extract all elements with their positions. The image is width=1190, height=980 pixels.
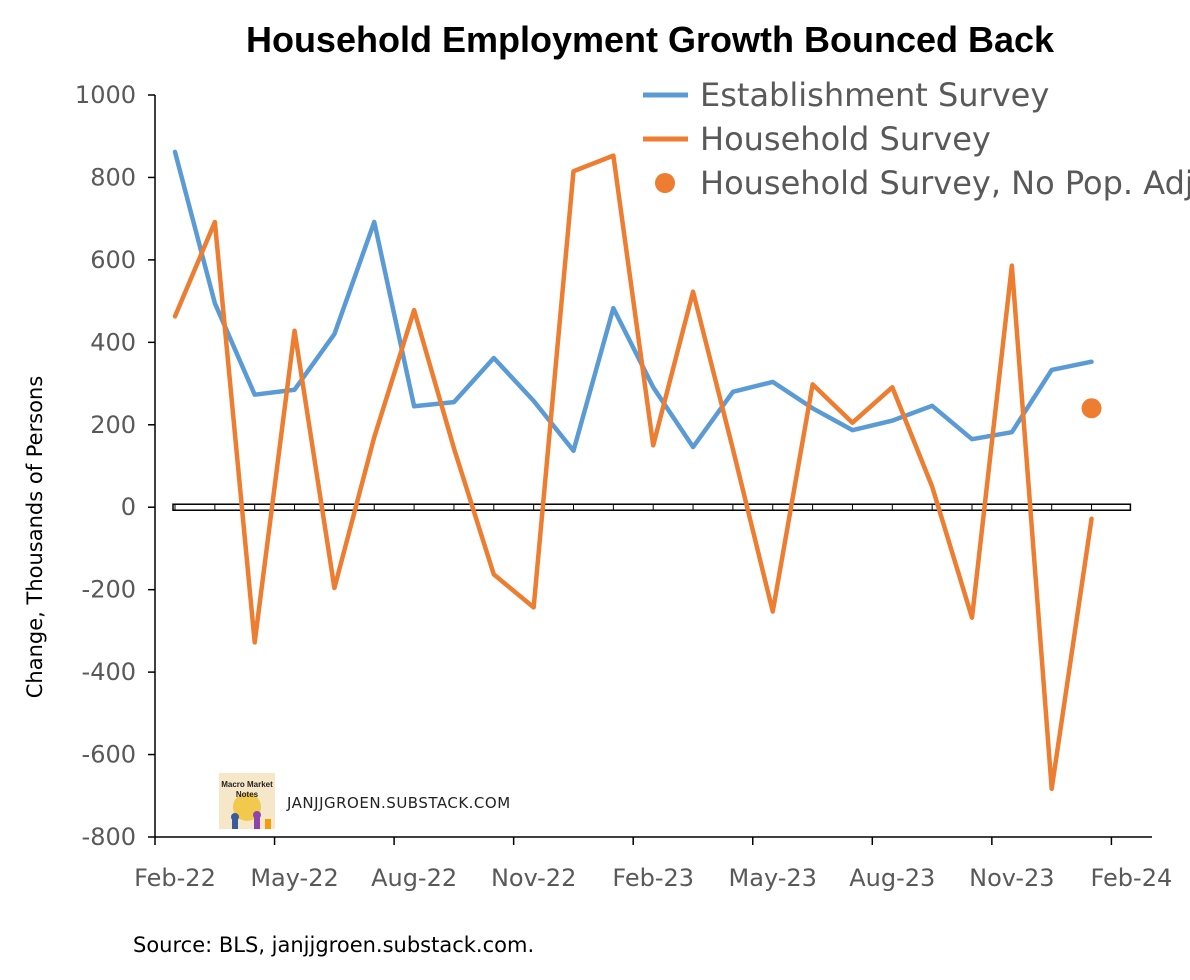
source-note: Source: BLS, janjjgroen.substack.com. [133,933,534,957]
series-line-household-survey [172,153,1094,792]
y-tick-label: 0 [121,493,136,521]
y-tick-label: 600 [90,246,136,274]
logo-figure-body [232,819,238,829]
watermark: Macro Market Notes JANJJGROEN.SUBSTACK.C… [219,773,511,829]
logo-text-line: Macro Market [221,780,273,789]
x-tick-label: Feb-22 [134,864,216,892]
data-point-household-survey-no-pop-adj [1081,398,1102,419]
y-tick-label: -600 [82,741,136,769]
legend-swatch-household-survey-no-pop-adj [655,173,675,193]
x-tick-label: Aug-22 [371,864,457,892]
legend-label-establishment-survey: Establishment Survey [700,76,1049,114]
watermark-site: JANJJGROEN.SUBSTACK.COM [286,794,511,812]
y-tick-label: 400 [90,328,136,356]
y-tick-label: -200 [82,576,136,604]
legend: Establishment Survey Household Survey Hous… [643,76,1190,202]
logo-figure-body [254,818,260,829]
y-axis-label: Change, Thousands of Persons [23,376,47,699]
y-tick-label: -400 [82,658,136,686]
y-tick-label: 200 [90,411,136,439]
x-tick-label: Aug-23 [849,864,935,892]
x-tick-label: May-22 [250,864,338,892]
legend-label-household-survey-no-pop-adj: Household Survey, No Pop. Adj. [700,164,1190,202]
series-layer [172,149,1102,792]
chart-title: Household Employment Growth Bounced Back [246,19,1055,60]
zero-line [172,503,1132,511]
x-tick-label: Feb-23 [612,864,694,892]
series-line-establishment-survey [172,149,1094,453]
x-tick-label: Nov-22 [491,864,576,892]
logo-text-line: Notes [236,790,259,799]
x-tick-label: Nov-23 [969,864,1054,892]
legend-label-household-survey: Household Survey [700,120,991,158]
y-tick-label: -800 [82,823,136,851]
logo-bar [265,819,271,829]
x-tick-label: Feb-24 [1091,864,1173,892]
y-tick-label: 800 [90,163,136,191]
macro-market-notes-logo: Macro Market Notes [219,773,275,829]
y-tick-label: 1000 [75,81,136,109]
logo-figure [253,811,261,819]
axes: 1000 800 600 400 200 0 -200 -400 -600 -800 Feb-22 M… [75,81,1172,892]
x-tick-label: May-23 [729,864,817,892]
